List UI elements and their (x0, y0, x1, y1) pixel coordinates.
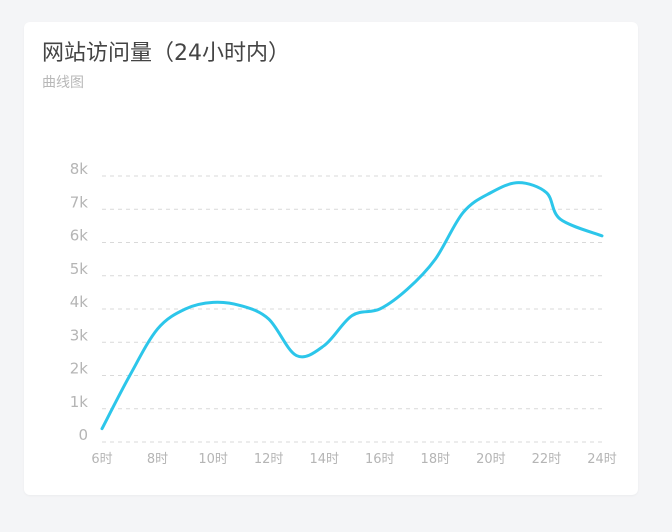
chart-card: 网站访问量（24小时内） 曲线图 0 1k 2k 3k 4k 5k 6k 7k 8k 6时 8时 1… (24, 22, 638, 495)
y-tick-label: 0 (78, 426, 88, 444)
grid-lines (102, 175, 602, 443)
x-tick-label: 10时 (198, 452, 228, 467)
x-tick-label: 16时 (365, 452, 395, 467)
line-chart: 0 1k 2k 3k 4k 5k 6k 7k 8k 6时 8时 10时 12时 14时 16时 18时 20时… (70, 160, 617, 467)
y-tick-label: 4k (70, 293, 89, 311)
series-line (100, 181, 604, 431)
x-tick-label: 14时 (309, 452, 339, 467)
x-tick-label: 6时 (91, 452, 112, 467)
y-tick-label: 6k (70, 227, 89, 245)
x-tick-label: 18时 (421, 452, 451, 467)
y-tick-label: 3k (70, 326, 89, 344)
x-tick-label: 12时 (254, 452, 284, 467)
y-tick-label: 5k (70, 260, 89, 278)
chart-subtitle: 曲线图 (42, 75, 84, 91)
chart-title: 网站访问量（24小时内） (42, 41, 290, 66)
x-tick-label: 8时 (147, 452, 168, 467)
x-tick-label: 20时 (476, 452, 506, 467)
x-tick-label: 24时 (587, 452, 617, 467)
y-tick-label: 8k (70, 160, 89, 178)
y-tick-label: 1k (70, 393, 89, 411)
y-tick-label: 2k (70, 360, 89, 378)
x-tick-label: 22时 (532, 452, 562, 467)
y-tick-label: 7k (70, 193, 89, 211)
x-axis-ticks: 6时 8时 10时 12时 14时 16时 18时 20时 22时 24时 (91, 452, 616, 467)
y-axis-ticks: 0 1k 2k 3k 4k 5k 6k 7k 8k (70, 160, 89, 444)
